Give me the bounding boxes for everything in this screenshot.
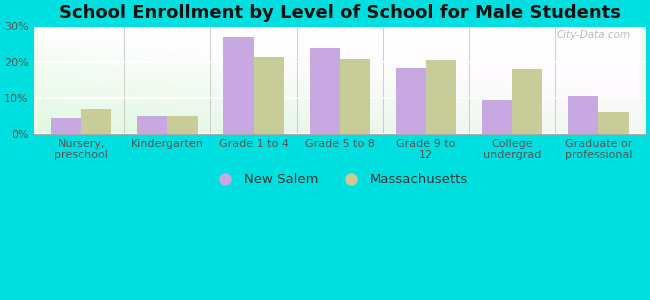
Bar — [340, 59, 370, 134]
Bar — [51, 118, 81, 134]
Bar — [599, 112, 629, 134]
Bar — [568, 96, 599, 134]
Text: City-Data.com: City-Data.com — [556, 30, 630, 40]
Bar — [309, 48, 340, 134]
Legend: New Salem, Massachusetts: New Salem, Massachusetts — [207, 168, 473, 192]
Bar — [254, 57, 284, 134]
Bar — [224, 37, 254, 134]
Bar — [512, 69, 542, 134]
Bar — [426, 61, 456, 134]
Title: School Enrollment by Level of School for Male Students: School Enrollment by Level of School for… — [59, 4, 621, 22]
Bar — [396, 68, 426, 134]
Bar — [137, 116, 168, 134]
Bar — [81, 109, 111, 134]
Bar — [482, 100, 512, 134]
Bar — [168, 116, 198, 134]
